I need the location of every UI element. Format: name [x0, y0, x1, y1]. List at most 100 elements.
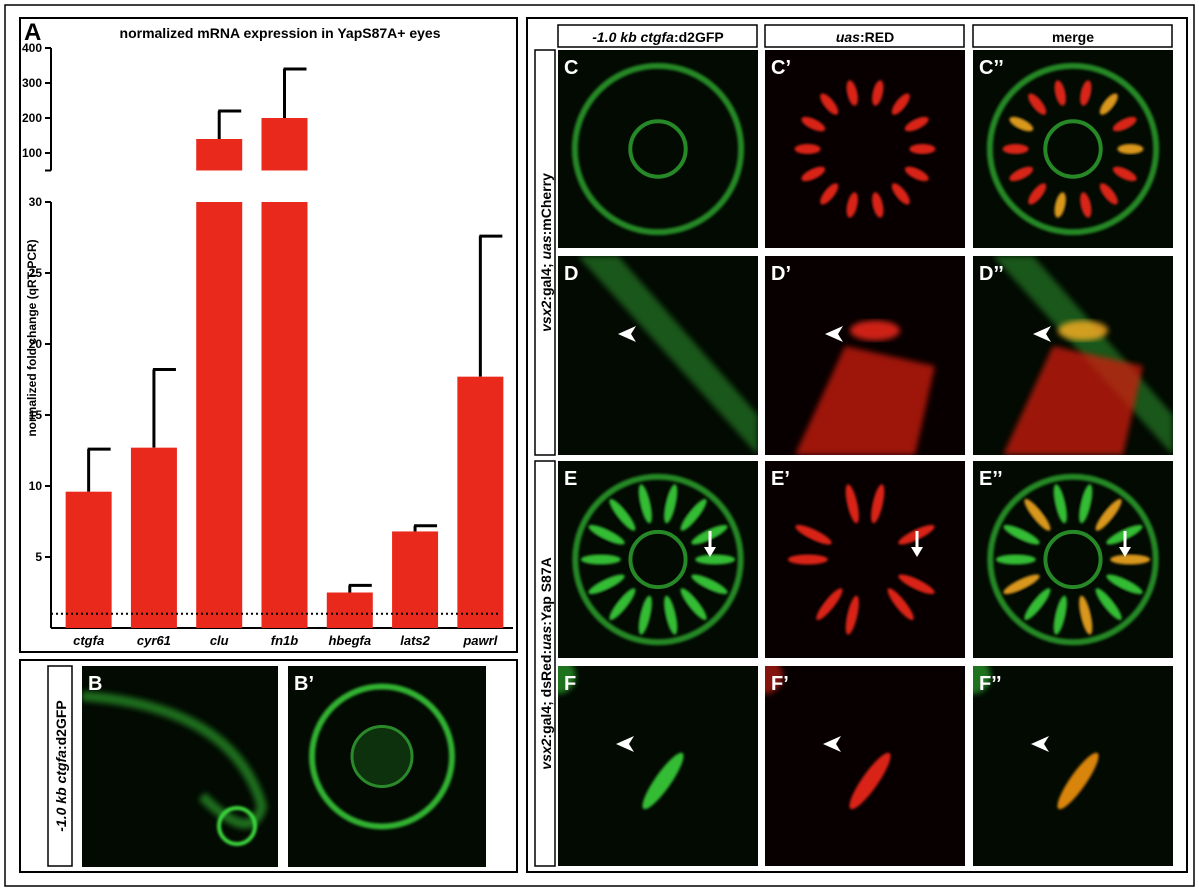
cell: [909, 144, 936, 154]
cell: [845, 484, 859, 524]
bar: [65, 491, 112, 628]
micrograph: [288, 666, 486, 867]
image-content: [973, 666, 1099, 810]
panel-c-f-box: [526, 17, 1188, 873]
image-background: [558, 256, 758, 455]
arrowhead: [825, 326, 843, 342]
panel-label: D: [564, 263, 578, 285]
label-part: uas: [538, 626, 554, 650]
cell: [795, 524, 832, 545]
cell: [1117, 144, 1144, 154]
bar: [392, 531, 439, 628]
label-box: [47, 665, 73, 867]
cell: [1080, 192, 1092, 218]
x-tick-label: cyr61: [137, 633, 171, 648]
cell: [801, 166, 826, 182]
red-cell: [1058, 320, 1108, 341]
panel-a-box: [19, 17, 518, 653]
y-tick-label: 30: [29, 195, 43, 209]
cell: [664, 484, 678, 524]
cell: [691, 574, 728, 595]
rotated-label: vsx2:gal4; uas:mCherry: [538, 173, 554, 332]
arrowhead: [1033, 326, 1051, 342]
cell: [1110, 554, 1151, 565]
image-content: [558, 666, 684, 810]
cell: [995, 554, 1036, 565]
eye: [217, 806, 257, 846]
bar: [196, 202, 243, 628]
panel-label: B’: [294, 673, 314, 695]
lens: [1043, 119, 1103, 179]
cell: [1009, 116, 1034, 132]
lens: [1043, 529, 1103, 590]
y-tick-label: 200: [22, 111, 42, 125]
panel-label: D’: [771, 263, 791, 285]
cell: [891, 183, 910, 205]
panel-label: D’’: [979, 263, 1004, 285]
cell: [1112, 116, 1137, 132]
cell: [695, 554, 736, 565]
micrograph: [973, 256, 1173, 455]
cell: [609, 498, 636, 531]
x-tick-label: clu: [210, 633, 229, 648]
micrograph: [765, 256, 965, 455]
label-part: :gal4; dsRed:: [538, 650, 554, 739]
y-tick-label: 100: [22, 146, 42, 160]
cell: [871, 484, 885, 524]
cell: [1054, 192, 1066, 218]
eye-outline: [987, 473, 1159, 646]
image-background: [765, 666, 965, 866]
micrograph: [765, 50, 965, 248]
panel-label: C: [564, 57, 578, 79]
cell: [872, 80, 884, 106]
label-part: -1.0 kb ctgfa: [592, 29, 674, 45]
cell: [794, 144, 821, 154]
cell: [1002, 144, 1029, 154]
cell: [1009, 166, 1034, 182]
cell: [588, 574, 625, 595]
cell: [1112, 166, 1137, 182]
image-content: [572, 473, 744, 646]
micrograph: [558, 256, 758, 455]
panel-label: C’: [771, 57, 791, 79]
cell: [898, 574, 935, 595]
image-content: [787, 484, 935, 635]
arrowhead: [823, 736, 841, 752]
bar: [196, 139, 243, 171]
x-tick-label: ctgfa: [73, 633, 104, 648]
panel-label: C’’: [979, 57, 1004, 79]
image-content: [571, 62, 745, 236]
arrow-head: [1119, 547, 1131, 557]
cell: [680, 588, 707, 621]
cell: [664, 595, 678, 635]
arrow-head: [704, 547, 716, 557]
embryo-body: [82, 691, 268, 829]
cell: [1003, 524, 1040, 545]
label-part: vsx2: [538, 301, 554, 332]
micrograph: [558, 461, 758, 658]
cell: [904, 116, 929, 132]
cell: [580, 554, 621, 565]
cell: [1099, 93, 1118, 115]
panel-label: E: [564, 468, 577, 490]
lens: [628, 119, 688, 179]
panel-label: F: [564, 673, 576, 695]
chart-title: normalized mRNA expression in YapS87A+ e…: [120, 25, 441, 41]
rotated-label: -1.0 kb ctgfa:d2GFP: [592, 29, 723, 45]
green-band: [578, 256, 758, 455]
cell: [787, 554, 828, 565]
eye-outline: [986, 62, 1160, 236]
panel-b-box: [19, 659, 518, 873]
x-tick-label: lats2: [400, 633, 430, 648]
y-axis-label: normalized fold change (qRT-PCR): [25, 239, 39, 436]
red-cell: [850, 320, 900, 341]
y-tick-label: 400: [22, 41, 42, 55]
image-content: [794, 80, 936, 218]
cell: [1079, 484, 1093, 524]
label-part: :mCherry: [538, 173, 554, 235]
cell: [1095, 588, 1122, 621]
micrograph: [82, 666, 278, 867]
label-part: :d2GFP: [53, 700, 69, 750]
panel-label: A: [24, 19, 41, 46]
